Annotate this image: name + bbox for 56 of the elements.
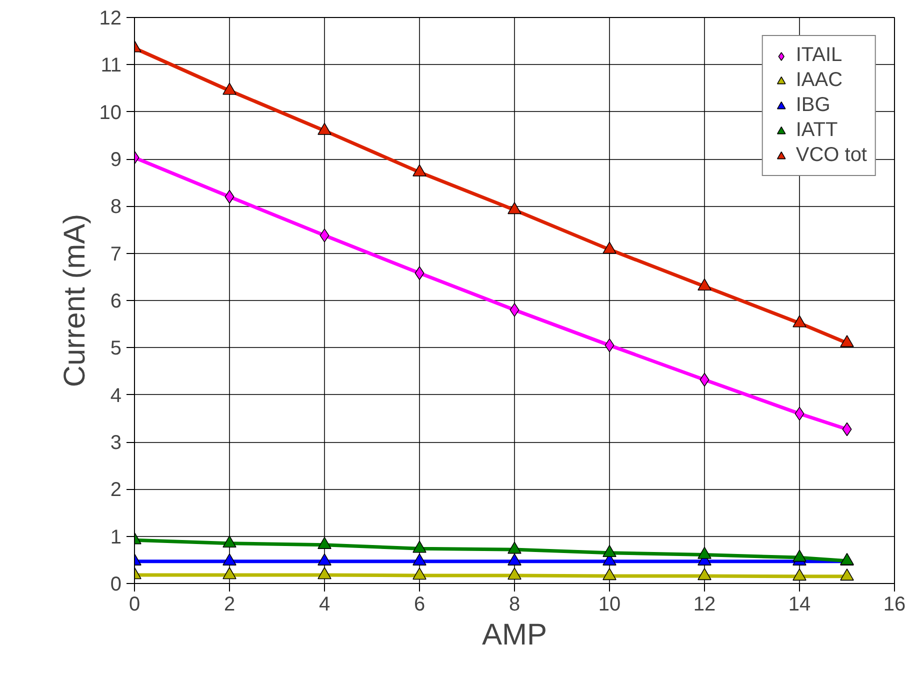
point [792, 568, 806, 581]
point [792, 550, 806, 562]
point [840, 568, 854, 581]
x-tick-label: 4 [318, 594, 330, 616]
point [222, 553, 236, 566]
legend-label: VCO tot [796, 144, 867, 167]
x-tick-label: 8 [508, 594, 520, 616]
point [508, 542, 522, 554]
y-tick-label: 2 [110, 479, 122, 502]
y-axis-title: Current (mA) [58, 214, 92, 388]
y-tick-label: 5 [110, 338, 122, 360]
legend-label: IAAC [796, 69, 843, 92]
y-tick-label: 6 [110, 290, 122, 312]
point [318, 553, 332, 566]
point [412, 164, 426, 176]
y-tick-label: 7 [110, 243, 122, 266]
y-tick-label: 12 [99, 8, 122, 30]
point [840, 335, 854, 348]
x-tick-label: 6 [414, 594, 426, 616]
x-tick-label: 12 [693, 594, 716, 616]
point [508, 553, 522, 566]
point [698, 278, 712, 291]
point [412, 568, 426, 580]
x-tick-label: 0 [128, 594, 140, 616]
point [318, 567, 332, 580]
y-tick-label: 4 [110, 384, 122, 407]
point [222, 82, 236, 95]
legend-label: IBG [796, 94, 830, 117]
point [318, 536, 332, 549]
legend-label: IATT [796, 119, 838, 142]
x-tick-label: 16 [883, 594, 906, 616]
y-tick-label: 11 [100, 54, 122, 77]
y-tick-label: 0 [110, 574, 122, 596]
point [698, 546, 712, 559]
x-tick-label: 10 [598, 594, 621, 616]
y-tick-label: 3 [110, 432, 122, 454]
x-tick-label: 14 [788, 594, 811, 616]
point [792, 315, 806, 328]
point [318, 122, 332, 135]
point [412, 540, 426, 553]
y-tick-label: 10 [99, 102, 122, 124]
point [412, 553, 426, 566]
point [602, 544, 616, 557]
x-axis-title: AMP [482, 618, 548, 652]
y-tick-label: 1 [110, 526, 122, 548]
point [508, 202, 522, 214]
point [602, 242, 616, 254]
point [602, 568, 616, 580]
point [508, 568, 522, 580]
y-tick-label: 8 [110, 196, 122, 218]
y-tick-label: 9 [110, 149, 122, 171]
x-tick-label: 2 [224, 594, 236, 616]
point [222, 536, 236, 548]
point [222, 567, 236, 580]
legend-label: ITAIL [796, 44, 842, 67]
point [698, 568, 712, 580]
